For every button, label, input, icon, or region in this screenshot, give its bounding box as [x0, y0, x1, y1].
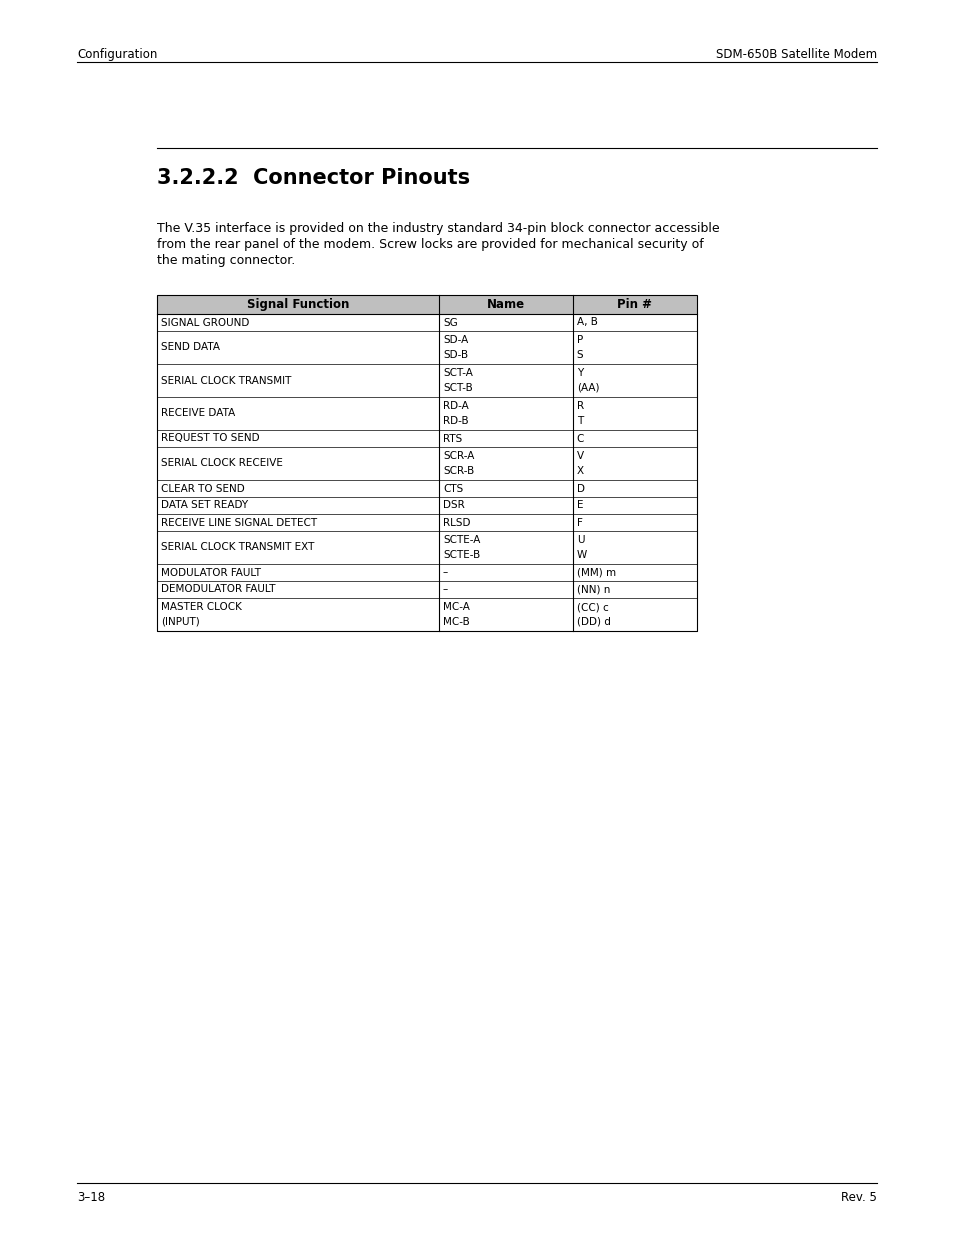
Bar	[157, 580, 697, 598]
Text: W: W	[577, 550, 586, 559]
Text: (MM) m: (MM) m	[577, 568, 616, 578]
Bar	[157, 531, 697, 564]
Bar	[157, 295, 697, 631]
Text: MODULATOR FAULT: MODULATOR FAULT	[161, 568, 261, 578]
Text: CLEAR TO SEND: CLEAR TO SEND	[161, 483, 245, 494]
Text: MC-A: MC-A	[442, 603, 469, 613]
Text: the mating connector.: the mating connector.	[157, 254, 294, 267]
Text: U: U	[577, 535, 583, 545]
Text: RTS: RTS	[442, 433, 461, 443]
Bar	[157, 564, 697, 580]
Text: CTS: CTS	[442, 483, 462, 494]
Text: SCT-B: SCT-B	[442, 383, 472, 393]
Bar	[157, 295, 697, 314]
Text: (INPUT): (INPUT)	[161, 616, 199, 626]
Text: SCTE-B: SCTE-B	[442, 550, 479, 559]
Bar	[157, 598, 697, 631]
Text: RECEIVE LINE SIGNAL DETECT: RECEIVE LINE SIGNAL DETECT	[161, 517, 316, 527]
Text: (DD) d: (DD) d	[577, 616, 610, 626]
Text: SDM-650B Satellite Modem: SDM-650B Satellite Modem	[715, 48, 876, 61]
Text: SG: SG	[442, 317, 457, 327]
Bar	[157, 430, 697, 447]
Text: SERIAL CLOCK TRANSMIT: SERIAL CLOCK TRANSMIT	[161, 375, 291, 385]
Text: 3.2.2.2  Connector Pinouts: 3.2.2.2 Connector Pinouts	[157, 168, 470, 188]
Text: F: F	[577, 517, 582, 527]
Text: X: X	[577, 466, 583, 475]
Text: DATA SET READY: DATA SET READY	[161, 500, 248, 510]
Text: MC-B: MC-B	[442, 616, 469, 626]
Text: The V.35 interface is provided on the industry standard 34-pin block connector a: The V.35 interface is provided on the in…	[157, 222, 719, 235]
Text: T: T	[577, 416, 582, 426]
Text: SD-B: SD-B	[442, 350, 468, 359]
Text: C: C	[577, 433, 583, 443]
Bar	[157, 496, 697, 514]
Text: Y: Y	[577, 368, 582, 378]
Bar	[157, 514, 697, 531]
Text: SCR-B: SCR-B	[442, 466, 474, 475]
Text: Pin #: Pin #	[617, 298, 652, 311]
Text: SIGNAL GROUND: SIGNAL GROUND	[161, 317, 249, 327]
Text: from the rear panel of the modem. Screw locks are provided for mechanical securi: from the rear panel of the modem. Screw …	[157, 238, 703, 251]
Text: Configuration: Configuration	[77, 48, 157, 61]
Text: SCR-A: SCR-A	[442, 451, 474, 461]
Text: DEMODULATOR FAULT: DEMODULATOR FAULT	[161, 584, 275, 594]
Text: RECEIVE DATA: RECEIVE DATA	[161, 409, 235, 419]
Text: RD-B: RD-B	[442, 416, 468, 426]
Text: SCTE-A: SCTE-A	[442, 535, 479, 545]
Text: P: P	[577, 335, 582, 346]
Text: RLSD: RLSD	[442, 517, 470, 527]
Bar	[157, 331, 697, 364]
Text: MASTER CLOCK: MASTER CLOCK	[161, 603, 242, 613]
Text: 3–18: 3–18	[77, 1191, 105, 1204]
Text: RD-A: RD-A	[442, 401, 468, 411]
Text: Name: Name	[486, 298, 524, 311]
Bar	[157, 314, 697, 331]
Bar	[157, 364, 697, 396]
Text: (AA): (AA)	[577, 383, 598, 393]
Bar	[157, 480, 697, 496]
Text: –: –	[442, 584, 448, 594]
Text: (CC) c: (CC) c	[577, 603, 608, 613]
Bar	[157, 396, 697, 430]
Text: SERIAL CLOCK TRANSMIT EXT: SERIAL CLOCK TRANSMIT EXT	[161, 542, 314, 552]
Text: Rev. 5: Rev. 5	[841, 1191, 876, 1204]
Text: SCT-A: SCT-A	[442, 368, 473, 378]
Text: SERIAL CLOCK RECEIVE: SERIAL CLOCK RECEIVE	[161, 458, 283, 468]
Text: (NN) n: (NN) n	[577, 584, 610, 594]
Bar	[157, 447, 697, 480]
Text: A, B: A, B	[577, 317, 597, 327]
Text: –: –	[442, 568, 448, 578]
Text: SD-A: SD-A	[442, 335, 468, 346]
Text: REQUEST TO SEND: REQUEST TO SEND	[161, 433, 259, 443]
Text: V: V	[577, 451, 583, 461]
Text: SEND DATA: SEND DATA	[161, 342, 220, 352]
Text: E: E	[577, 500, 582, 510]
Text: DSR: DSR	[442, 500, 464, 510]
Text: S: S	[577, 350, 583, 359]
Text: Signal Function: Signal Function	[247, 298, 349, 311]
Text: R: R	[577, 401, 583, 411]
Text: D: D	[577, 483, 584, 494]
